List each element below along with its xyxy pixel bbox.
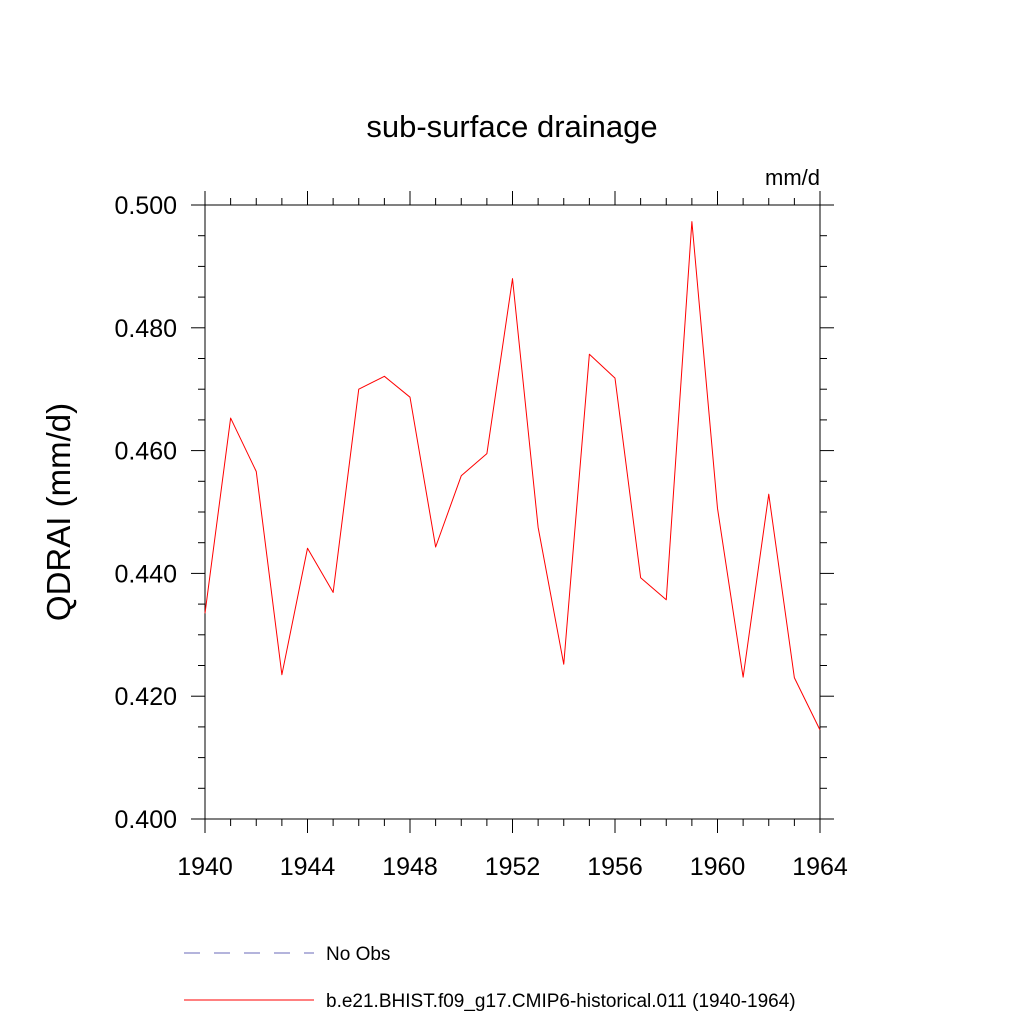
- y-tick-label: 0.440: [114, 560, 177, 588]
- units-label: mm/d: [765, 165, 820, 190]
- axis-tick-labels: 1940 1944 1948 1952 1956 1960 1964 0.400 0.420 0.…: [114, 192, 847, 881]
- x-tick-label: 1940: [177, 853, 233, 881]
- legend: No Obs b.e21.BHIST.f09_g17.CMIP6-histori…: [184, 944, 796, 1012]
- y-tick-label: 0.480: [114, 315, 177, 343]
- x-tick-label: 1964: [792, 853, 848, 881]
- legend-label-model: b.e21.BHIST.f09_g17.CMIP6-historical.011…: [326, 991, 796, 1012]
- x-tick-label: 1944: [280, 853, 336, 881]
- series-layer: [204, 221, 821, 731]
- y-tick-label: 0.500: [114, 192, 177, 220]
- x-tick-label: 1952: [485, 853, 541, 881]
- chart-title: sub-surface drainage: [366, 109, 657, 144]
- plot-frame: [204, 204, 821, 820]
- x-tick-label: 1948: [382, 853, 438, 881]
- x-tick-label: 1956: [587, 853, 643, 881]
- y-tick-label: 0.420: [114, 683, 177, 711]
- series-line-0: [204, 221, 821, 731]
- x-tick-label: 1960: [690, 853, 746, 881]
- axis-ticks: [191, 191, 834, 833]
- y-tick-label: 0.460: [114, 438, 177, 466]
- y-tick-label: 0.400: [114, 806, 177, 834]
- y-axis-label: QDRAI (mm/d): [40, 403, 77, 621]
- legend-label-no-obs: No Obs: [326, 944, 390, 965]
